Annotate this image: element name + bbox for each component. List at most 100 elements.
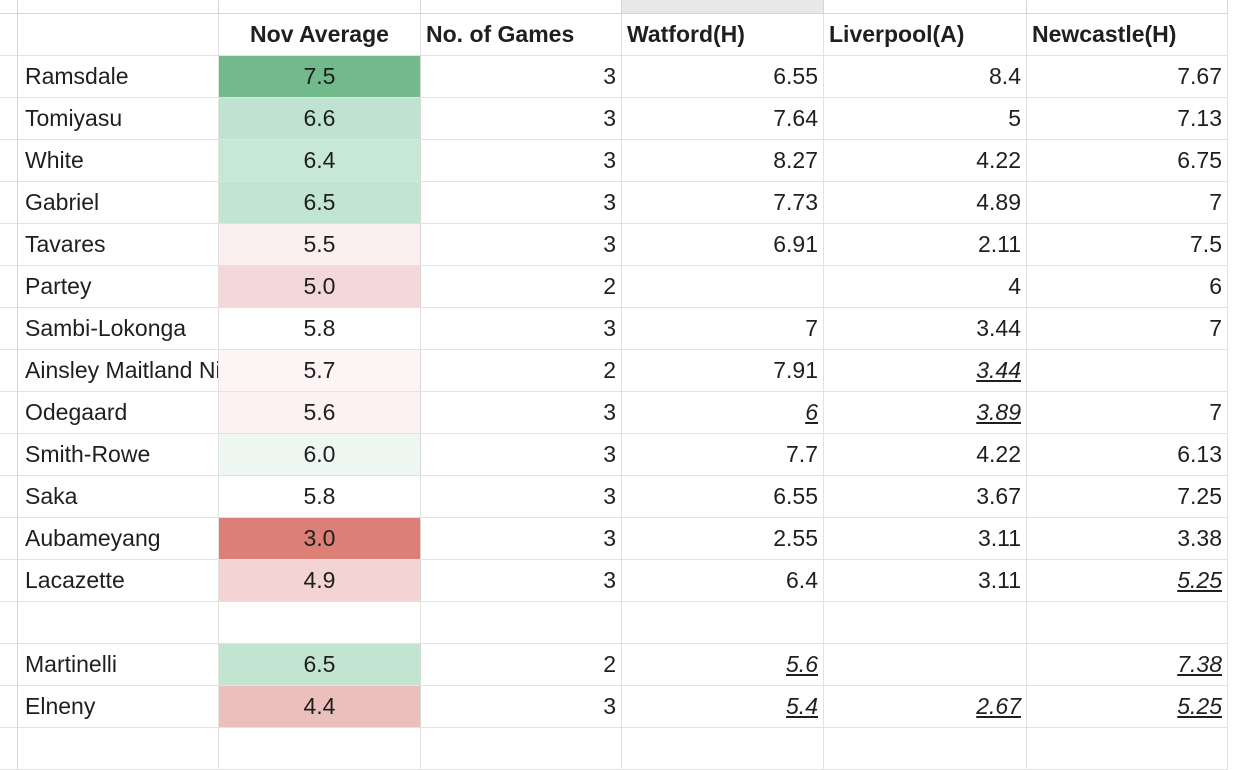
watford-score-cell[interactable]: 6.4 (622, 560, 824, 602)
player-name-cell[interactable]: Tavares (18, 224, 219, 266)
games-count-cell[interactable]: 3 (421, 518, 622, 560)
games-count-cell[interactable]: 3 (421, 686, 622, 728)
liverpool-score-cell[interactable]: 5 (824, 98, 1027, 140)
games-count-cell[interactable] (421, 728, 622, 770)
games-count-cell[interactable]: 2 (421, 644, 622, 686)
player-name-cell[interactable]: Elneny (18, 686, 219, 728)
liverpool-score-cell[interactable]: 3.44 (824, 308, 1027, 350)
liverpool-score-cell[interactable] (824, 644, 1027, 686)
player-name-cell[interactable]: Smith-Rowe (18, 434, 219, 476)
player-name-cell[interactable] (18, 728, 219, 770)
watford-score-cell[interactable]: 7 (622, 308, 824, 350)
games-count-cell[interactable]: 3 (421, 224, 622, 266)
player-name-cell[interactable]: Sambi-Lokonga (18, 308, 219, 350)
liverpool-score-cell[interactable] (824, 602, 1027, 644)
liverpool-score-cell[interactable]: 2.11 (824, 224, 1027, 266)
liverpool-score-cell[interactable]: 3.11 (824, 518, 1027, 560)
liverpool-score-cell[interactable]: 4.89 (824, 182, 1027, 224)
player-name-cell[interactable]: Lacazette (18, 560, 219, 602)
liverpool-score-cell[interactable]: 4.22 (824, 434, 1027, 476)
nov-average-cell[interactable]: 6.0 (219, 434, 421, 476)
watford-score-cell[interactable]: 7.91 (622, 350, 824, 392)
nov-average-cell[interactable] (219, 602, 421, 644)
newcastle-score-cell[interactable]: 7 (1027, 392, 1228, 434)
nov-average-cell[interactable]: 4.4 (219, 686, 421, 728)
newcastle-score-cell[interactable]: 7.5 (1027, 224, 1228, 266)
nov-average-cell[interactable] (219, 728, 421, 770)
games-count-cell[interactable]: 3 (421, 98, 622, 140)
header-no-of-games[interactable]: No. of Games (421, 14, 622, 56)
player-name-cell[interactable]: Gabriel (18, 182, 219, 224)
newcastle-score-cell[interactable]: 7.13 (1027, 98, 1228, 140)
games-count-cell[interactable]: 3 (421, 308, 622, 350)
nov-average-cell[interactable]: 3.0 (219, 518, 421, 560)
games-count-cell[interactable]: 3 (421, 560, 622, 602)
watford-score-cell[interactable]: 6.55 (622, 56, 824, 98)
games-count-cell[interactable]: 2 (421, 266, 622, 308)
header-watford[interactable]: Watford(H) (622, 14, 824, 56)
watford-score-cell[interactable]: 8.27 (622, 140, 824, 182)
liverpool-score-cell[interactable]: 3.44 (824, 350, 1027, 392)
liverpool-score-cell[interactable] (824, 728, 1027, 770)
watford-score-cell[interactable]: 7.64 (622, 98, 824, 140)
player-name-cell[interactable]: White (18, 140, 219, 182)
liverpool-score-cell[interactable]: 8.4 (824, 56, 1027, 98)
newcastle-score-cell[interactable] (1027, 350, 1228, 392)
games-count-cell[interactable]: 3 (421, 434, 622, 476)
games-count-cell[interactable]: 3 (421, 182, 622, 224)
watford-score-cell[interactable]: 7.7 (622, 434, 824, 476)
header-nov-average[interactable]: Nov Average (219, 14, 421, 56)
watford-score-cell[interactable] (622, 266, 824, 308)
player-name-cell[interactable]: Partey (18, 266, 219, 308)
header-name[interactable] (18, 14, 219, 56)
watford-score-cell[interactable]: 6 (622, 392, 824, 434)
liverpool-score-cell[interactable]: 3.11 (824, 560, 1027, 602)
nov-average-cell[interactable]: 6.4 (219, 140, 421, 182)
nov-average-cell[interactable]: 5.7 (219, 350, 421, 392)
games-count-cell[interactable]: 2 (421, 350, 622, 392)
nov-average-cell[interactable]: 5.0 (219, 266, 421, 308)
nov-average-cell[interactable]: 6.6 (219, 98, 421, 140)
nov-average-cell[interactable]: 5.8 (219, 476, 421, 518)
newcastle-score-cell[interactable]: 6.13 (1027, 434, 1228, 476)
watford-score-cell[interactable]: 6.55 (622, 476, 824, 518)
newcastle-score-cell[interactable]: 5.25 (1027, 686, 1228, 728)
watford-score-cell[interactable] (622, 602, 824, 644)
games-count-cell[interactable] (421, 602, 622, 644)
games-count-cell[interactable]: 3 (421, 392, 622, 434)
player-name-cell[interactable]: Ainsley Maitland Niles (18, 350, 219, 392)
player-name-cell[interactable] (18, 602, 219, 644)
nov-average-cell[interactable]: 5.6 (219, 392, 421, 434)
newcastle-score-cell[interactable]: 7 (1027, 182, 1228, 224)
watford-score-cell[interactable]: 5.4 (622, 686, 824, 728)
nov-average-cell[interactable]: 5.5 (219, 224, 421, 266)
player-name-cell[interactable]: Odegaard (18, 392, 219, 434)
nov-average-cell[interactable]: 5.8 (219, 308, 421, 350)
newcastle-score-cell[interactable]: 7.67 (1027, 56, 1228, 98)
newcastle-score-cell[interactable]: 7.38 (1027, 644, 1228, 686)
liverpool-score-cell[interactable]: 3.89 (824, 392, 1027, 434)
player-name-cell[interactable]: Saka (18, 476, 219, 518)
watford-score-cell[interactable]: 5.6 (622, 644, 824, 686)
liverpool-score-cell[interactable]: 3.67 (824, 476, 1027, 518)
newcastle-score-cell[interactable]: 7 (1027, 308, 1228, 350)
games-count-cell[interactable]: 3 (421, 140, 622, 182)
watford-score-cell[interactable]: 7.73 (622, 182, 824, 224)
liverpool-score-cell[interactable]: 4 (824, 266, 1027, 308)
newcastle-score-cell[interactable]: 7.25 (1027, 476, 1228, 518)
games-count-cell[interactable]: 3 (421, 476, 622, 518)
newcastle-score-cell[interactable] (1027, 728, 1228, 770)
watford-score-cell[interactable]: 6.91 (622, 224, 824, 266)
header-newcastle[interactable]: Newcastle(H) (1027, 14, 1228, 56)
liverpool-score-cell[interactable]: 2.67 (824, 686, 1027, 728)
player-name-cell[interactable]: Aubameyang (18, 518, 219, 560)
header-liverpool[interactable]: Liverpool(A) (824, 14, 1027, 56)
watford-score-cell[interactable]: 2.55 (622, 518, 824, 560)
nov-average-cell[interactable]: 4.9 (219, 560, 421, 602)
newcastle-score-cell[interactable]: 6.75 (1027, 140, 1228, 182)
newcastle-score-cell[interactable] (1027, 602, 1228, 644)
nov-average-cell[interactable]: 6.5 (219, 182, 421, 224)
liverpool-score-cell[interactable]: 4.22 (824, 140, 1027, 182)
player-name-cell[interactable]: Tomiyasu (18, 98, 219, 140)
